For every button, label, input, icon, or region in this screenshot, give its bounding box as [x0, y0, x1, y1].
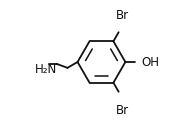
- Text: OH: OH: [142, 56, 160, 69]
- Text: H₂N: H₂N: [35, 63, 58, 77]
- Text: Br: Br: [116, 9, 129, 22]
- Text: Br: Br: [116, 104, 129, 117]
